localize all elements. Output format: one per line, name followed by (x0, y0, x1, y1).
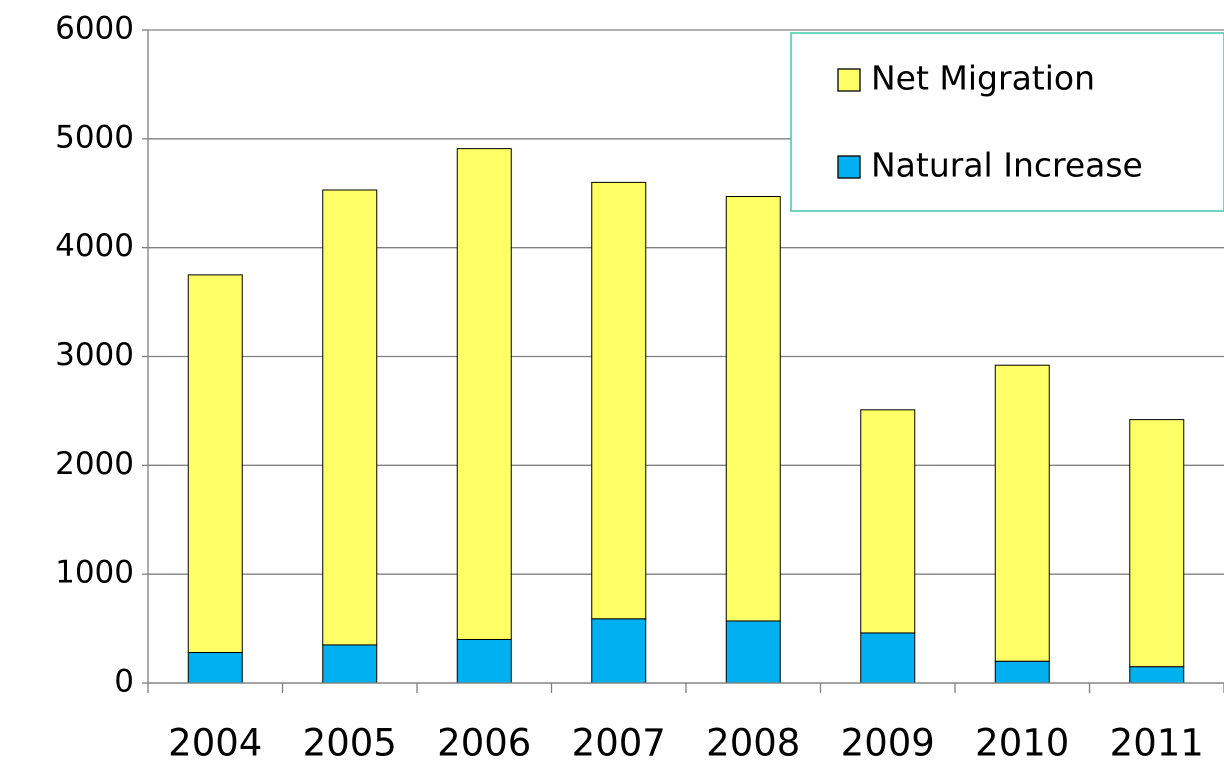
legend-label: Net Migration (871, 59, 1095, 98)
bar-segment (725, 620, 781, 684)
bar-segment (994, 660, 1050, 684)
y-tick-label: 1000 (55, 555, 134, 591)
x-tick-label: 2011 (1110, 722, 1204, 765)
legend-swatch (837, 155, 861, 179)
y-tick-label: 3000 (55, 337, 134, 373)
y-tick-label: 5000 (55, 119, 134, 155)
x-tick-label: 2005 (303, 722, 397, 765)
bar-segment (456, 148, 512, 640)
bar-segment (1129, 666, 1185, 684)
bar-segment (456, 638, 512, 684)
x-tick-label: 2006 (437, 722, 531, 765)
bar-segment (591, 181, 647, 620)
x-tick-label: 2004 (168, 722, 262, 765)
y-tick-label: 6000 (55, 11, 134, 47)
legend-box (790, 32, 1224, 212)
legend-label: Natural Increase (871, 146, 1143, 185)
bar-segment (725, 196, 781, 622)
bar-segment (322, 644, 378, 684)
y-tick-label: 0 (114, 664, 134, 700)
bar-segment (187, 274, 243, 654)
bar-segment (322, 189, 378, 646)
x-tick-label: 2010 (975, 722, 1069, 765)
bar-segment (187, 652, 243, 684)
x-tick-label: 2007 (572, 722, 666, 765)
bar-segment (591, 618, 647, 684)
x-tick-label: 2008 (706, 722, 800, 765)
bar-segment (860, 409, 916, 634)
x-tick-label: 2009 (841, 722, 935, 765)
bar-segment (1129, 419, 1185, 668)
bar-segment (860, 632, 916, 684)
y-tick-label: 4000 (55, 228, 134, 264)
legend-swatch (837, 68, 861, 92)
y-tick-label: 2000 (55, 446, 134, 482)
bar-segment (994, 364, 1050, 662)
